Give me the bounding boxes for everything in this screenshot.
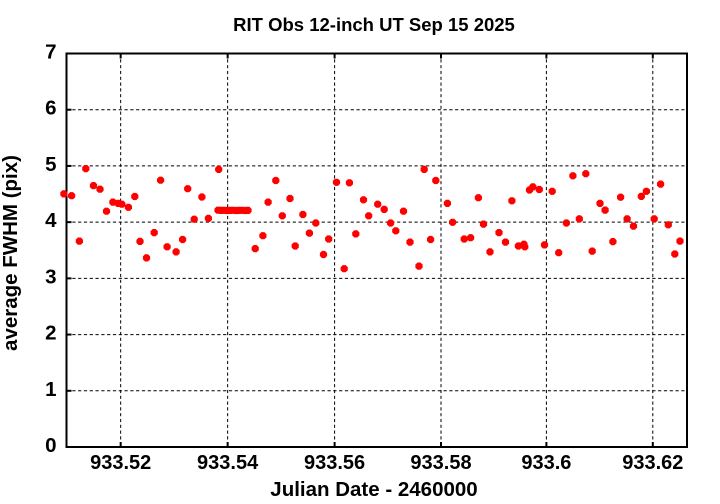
svg-text:933.62: 933.62 bbox=[622, 452, 683, 474]
svg-text:1: 1 bbox=[45, 378, 56, 401]
svg-text:5: 5 bbox=[45, 153, 56, 176]
svg-text:933.56: 933.56 bbox=[304, 452, 365, 474]
svg-text:933.52: 933.52 bbox=[90, 452, 151, 474]
svg-text:933.54: 933.54 bbox=[197, 452, 259, 474]
svg-text:4: 4 bbox=[45, 209, 57, 232]
svg-text:average FWHM (pix): average FWHM (pix) bbox=[0, 155, 22, 351]
svg-text:933.6: 933.6 bbox=[521, 452, 571, 474]
svg-text:0: 0 bbox=[45, 434, 56, 457]
svg-text:Julian Date - 2460000: Julian Date - 2460000 bbox=[270, 478, 477, 501]
svg-text:7: 7 bbox=[45, 41, 56, 64]
svg-text:933.58: 933.58 bbox=[410, 452, 471, 474]
svg-text:6: 6 bbox=[45, 97, 56, 120]
svg-text:RIT Obs 12-inch UT Sep 15 2025: RIT Obs 12-inch UT Sep 15 2025 bbox=[233, 14, 515, 35]
svg-text:2: 2 bbox=[45, 322, 56, 345]
svg-text:3: 3 bbox=[45, 265, 56, 288]
